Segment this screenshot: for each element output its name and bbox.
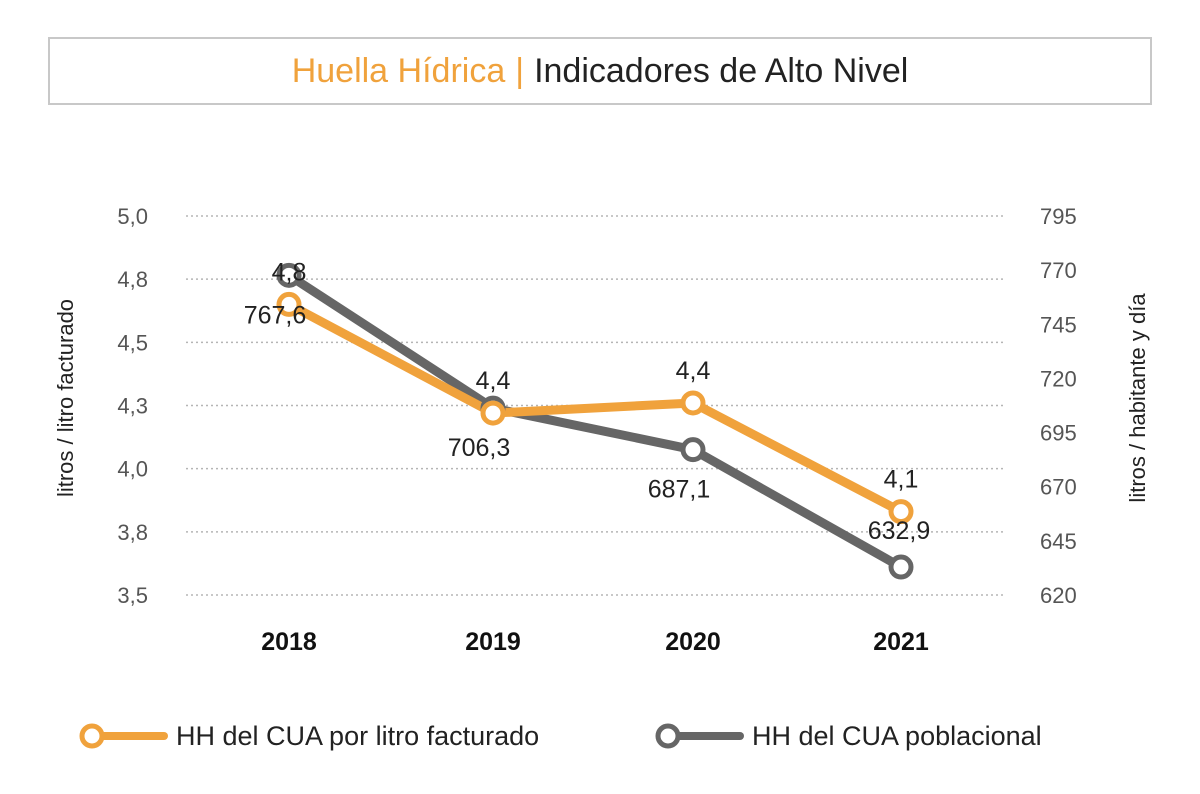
y-left-tick-label: 4,5 [117, 330, 148, 355]
y-left-axis-label: litros / litro facturado [53, 299, 78, 497]
chart-title-subtitle: Indicadores de Alto Nivel [534, 51, 909, 90]
legend-marker-orange-icon [79, 723, 168, 749]
x-axis: 2018 2019 2020 2021 [261, 628, 929, 656]
series-line [284, 270, 906, 572]
series-points [276, 262, 914, 580]
y-left-tick-label: 4,3 [117, 394, 148, 419]
y-left-axis: 3,5 3,8 4,0 4,3 4,5 4,8 5,0 [117, 204, 148, 608]
y-right-tick-label: 645 [1040, 529, 1077, 554]
data-point [680, 390, 706, 416]
y-right-axis-label: litros / habitante y día [1125, 293, 1150, 503]
x-tick-label: 2021 [873, 628, 929, 656]
data-label: 4,4 [476, 367, 511, 395]
y-left-tick-label: 3,5 [117, 583, 148, 608]
y-right-tick-label: 795 [1040, 204, 1077, 229]
data-label: 4,1 [884, 466, 919, 494]
data-labels: 767,6 706,3 687,1 632,9 4,8 4,4 4,4 4,1 [244, 258, 931, 545]
data-label: 632,9 [868, 517, 931, 545]
y-right-tick-label: 620 [1040, 583, 1077, 608]
series-lines [284, 270, 906, 572]
y-left-tick-label: 5,0 [117, 204, 148, 229]
chart-title-separator: | [515, 51, 525, 90]
data-label: 4,4 [676, 357, 711, 385]
chart-title-main: Huella Hídrica [291, 51, 506, 90]
y-right-tick-label: 695 [1040, 421, 1077, 446]
y-left-tick-label: 4,0 [117, 457, 148, 482]
data-point [888, 499, 914, 525]
y-left-tick-label: 3,8 [117, 520, 148, 545]
y-right-axis: 620 645 670 695 720 745 770 795 [1040, 204, 1077, 608]
data-label: 767,6 [244, 301, 307, 329]
legend-label-population: HH del CUA poblacional [752, 720, 1042, 751]
chart-title-box: Huella Hídrica | Indicadores de Alto Niv… [48, 37, 1152, 105]
legend-marker-gray-icon [655, 723, 744, 749]
data-label: 706,3 [448, 434, 511, 462]
x-tick-label: 2019 [465, 628, 521, 656]
x-tick-label: 2020 [665, 628, 721, 656]
data-point [888, 554, 914, 580]
data-point [480, 400, 506, 426]
x-tick-label: 2018 [261, 628, 317, 656]
legend-item-population: HH del CUA poblacional [654, 712, 1042, 760]
y-right-tick-label: 745 [1040, 312, 1077, 337]
data-label: 4,8 [272, 258, 307, 286]
data-point [276, 262, 302, 288]
legend-label-per-liter: HH del CUA por litro facturado [176, 720, 540, 751]
data-point [276, 291, 302, 317]
legend: HH del CUA por litro facturado HH del CU… [0, 712, 1200, 760]
legend-item-per-liter: HH del CUA por litro facturado [78, 712, 539, 760]
y-right-tick-label: 770 [1040, 258, 1077, 283]
y-left-tick-label: 4,8 [117, 267, 148, 292]
data-point [680, 437, 706, 463]
y-right-tick-label: 720 [1040, 366, 1077, 391]
series-line [284, 299, 906, 517]
data-label: 687,1 [648, 476, 711, 504]
y-right-tick-label: 670 [1040, 475, 1077, 500]
